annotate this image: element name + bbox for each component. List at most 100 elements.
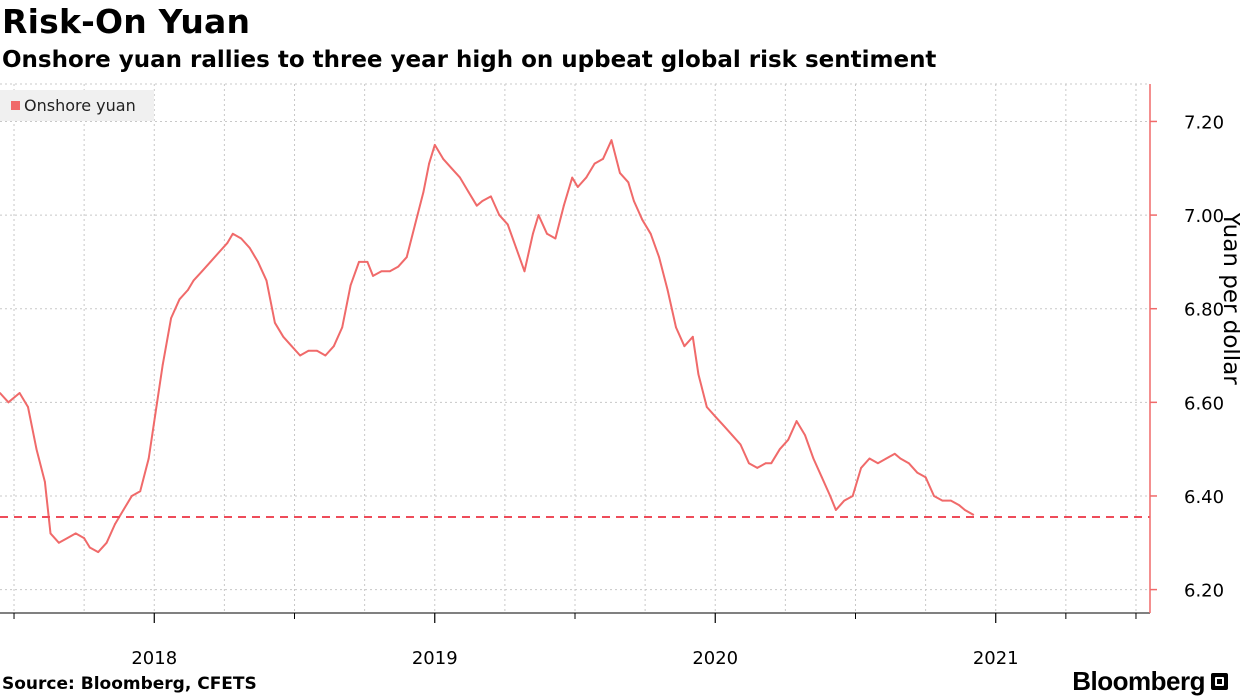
data-point [675,326,677,329]
data-point [602,158,604,160]
data-point [201,270,203,273]
bloomberg-icon [1211,673,1228,690]
data-point [405,256,408,259]
data-point [341,326,344,329]
data-point [240,237,243,240]
data-point [156,401,158,404]
data-point [422,190,425,193]
data-point [722,424,725,427]
data-point [649,232,652,235]
data-point [899,457,902,460]
data-point [748,462,750,465]
data-point [924,476,927,479]
x-tick-label: 2021 [973,648,1019,669]
data-point [66,537,69,539]
x-tick-label: 2018 [131,648,177,669]
brand-logo: Bloomberg [1072,666,1228,697]
data-point [949,499,952,502]
data-point [192,279,195,282]
data-point [546,232,548,235]
data-point [666,289,669,291]
grid [0,83,1150,613]
brand-name: Bloomberg [1072,666,1205,696]
data-point [770,462,773,465]
y-tick-label: 7.00 [1184,206,1224,227]
data-point [130,495,133,497]
data-point [843,499,846,502]
data-point [265,279,268,282]
data-point [610,139,613,142]
data-point [714,415,717,418]
data-point [226,242,229,245]
data-point [658,256,661,259]
legend-label: Onshore yuan [24,96,136,115]
data-point [627,181,630,184]
data-point [877,462,879,465]
data-point [705,406,708,408]
data-point [282,335,285,338]
data-point [231,232,234,235]
data-point [778,448,781,451]
data-point [27,406,29,408]
data-point [972,513,975,516]
legend: Onshore yuan [0,90,154,121]
data-point [804,434,806,437]
data-point [860,466,862,469]
data-point [290,345,293,348]
data-point [332,345,335,348]
y-tick-label: 6.60 [1184,393,1224,414]
data-point [433,143,436,146]
data-point [139,490,142,493]
data-point [787,438,790,441]
y-tick-label: 6.40 [1184,487,1224,508]
data-point [795,420,798,422]
chart-title: Risk-On Yuan [2,2,251,41]
data-point [885,457,888,460]
data-point [641,218,644,221]
data-point [834,509,837,511]
data-point [812,457,815,460]
data-point [893,452,896,455]
data-point [467,190,470,193]
data-point [74,532,77,535]
data-point [571,176,574,179]
data-point [88,546,91,549]
data-point [380,270,383,273]
data-point [697,373,700,376]
data-point [683,345,686,348]
y-tick-label: 7.20 [1184,112,1224,133]
y-tick-label: 6.20 [1184,581,1224,602]
data-point [576,186,579,188]
data-point [248,246,251,249]
data-point [459,176,461,179]
data-point [739,443,742,446]
data-point [489,195,492,198]
data-point [7,401,10,404]
data-point [523,270,526,273]
data-point [161,363,164,366]
data-point [868,457,871,460]
data-point [358,260,360,263]
axis-layer [0,84,1157,623]
legend-swatch [11,101,20,110]
data-point [83,537,86,539]
data-point [105,541,108,544]
data-point [299,354,302,357]
data-point [958,504,961,507]
data-point [217,251,220,254]
source-note: Source: Bloomberg, CFETS [2,674,257,694]
data-point [122,509,125,511]
data-point [324,354,327,357]
y-tick-label: 6.80 [1184,300,1224,321]
data-point [820,476,823,479]
data-point [257,260,259,263]
data-point [764,462,767,465]
data-point [562,204,565,207]
data-point [170,317,172,319]
x-tick-label: 2019 [412,648,458,669]
data-point [907,462,910,465]
label-layer: 6.20 6.40 6.60 6.80 7.00 7.20 2018 2019 2020 2021… [131,112,1240,669]
data-point [147,457,150,460]
data-point [397,265,400,268]
